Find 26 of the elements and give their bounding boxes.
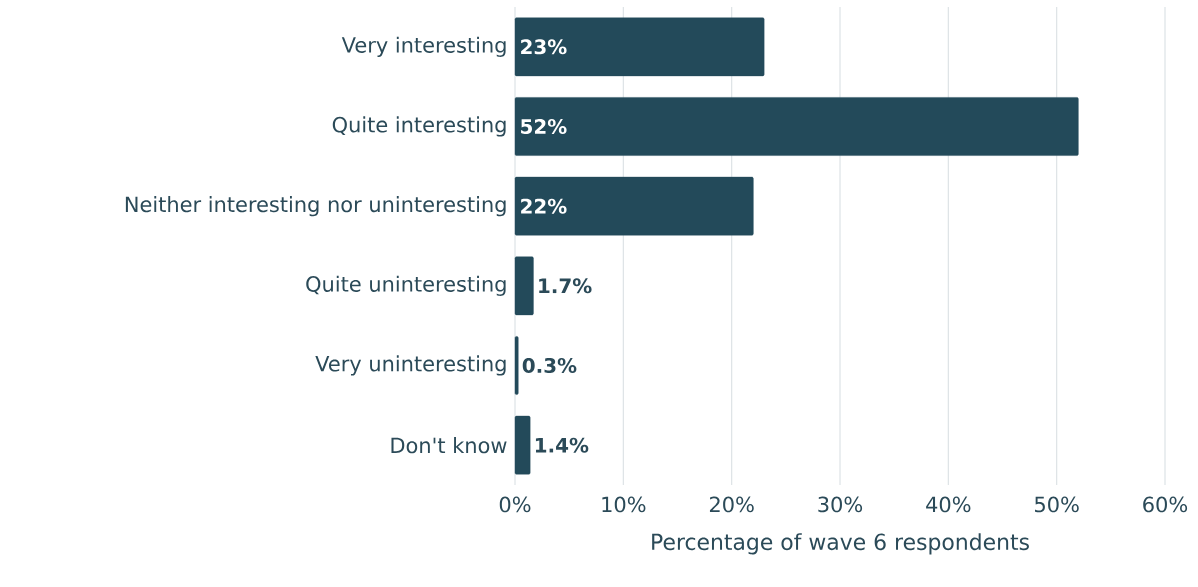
data-label: 23% xyxy=(521,39,567,55)
x-tick-label: 20% xyxy=(709,496,754,513)
y-tick-label: Very interesting xyxy=(341,36,506,57)
x-tick-label: 0% xyxy=(499,496,531,513)
y-tick-label: Neither interesting nor uninteresting xyxy=(125,196,506,217)
x-tick-label: 40% xyxy=(926,496,971,513)
bar xyxy=(514,415,531,475)
y-tick-label: Quite interesting xyxy=(332,116,506,137)
bar xyxy=(514,176,754,236)
data-label: 1.4% xyxy=(535,437,589,453)
data-label: 52% xyxy=(521,118,567,135)
x-tick-label: 10% xyxy=(602,496,646,513)
x-axis-title: Percentage of wave 6 respondents xyxy=(652,533,1029,555)
x-tick-label: 60% xyxy=(1143,496,1188,513)
bar xyxy=(514,336,519,395)
x-tick-label: 30% xyxy=(818,496,863,513)
y-tick-label: Quite uninteresting xyxy=(306,275,506,296)
bar xyxy=(514,17,765,77)
data-label: 1.7% xyxy=(539,278,592,294)
bar xyxy=(514,256,534,316)
data-label: 0.3% xyxy=(522,357,577,374)
bar xyxy=(514,97,1079,156)
data-label: 22% xyxy=(521,198,567,214)
y-tick-label: Don't know xyxy=(391,437,507,454)
x-tick-label: 50% xyxy=(1035,496,1079,513)
y-tick-label: Very uninteresting xyxy=(315,355,506,376)
